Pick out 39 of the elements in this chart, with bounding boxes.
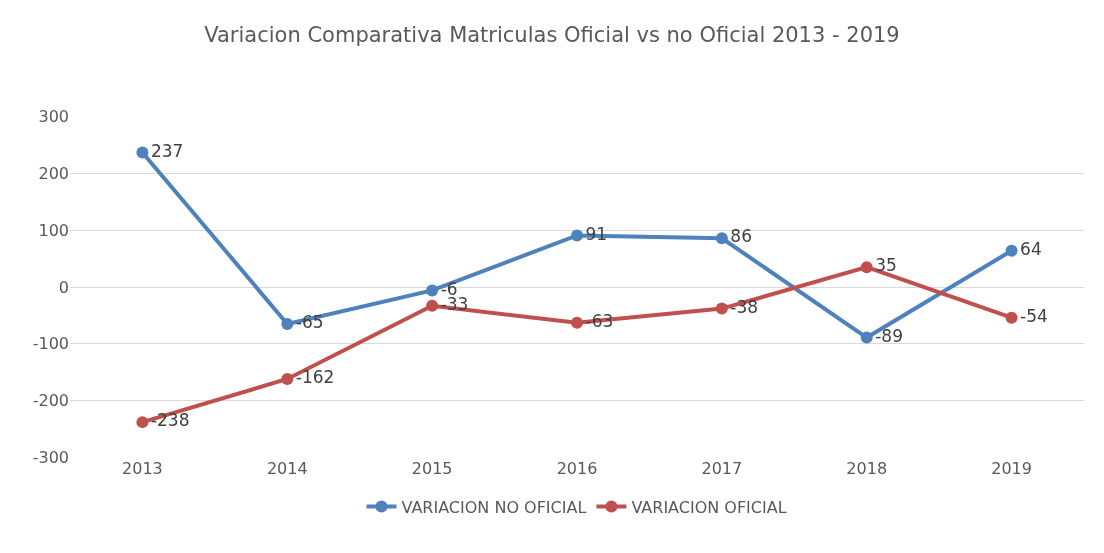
point xyxy=(571,316,583,329)
data-label: -54 xyxy=(1020,305,1048,326)
data-label: 86 xyxy=(730,226,752,247)
point xyxy=(281,317,294,330)
point xyxy=(1005,244,1018,257)
y-tick-label: -300 xyxy=(32,447,69,467)
point xyxy=(571,229,583,242)
legend-label: VARIACION OFICIAL xyxy=(631,497,787,517)
data-label: 64 xyxy=(1020,238,1042,259)
point xyxy=(136,416,149,429)
y-tick-label: 100 xyxy=(38,220,69,240)
data-label: -162 xyxy=(295,367,335,388)
y-tick-label: -200 xyxy=(32,391,69,411)
x-tick-label: 2015 xyxy=(411,459,453,479)
point xyxy=(715,302,728,315)
point xyxy=(281,372,294,385)
point xyxy=(426,284,439,297)
chart-title: Variacion Comparativa Matriculas Oficial vs no Oficial 2013 - 2019 xyxy=(204,23,900,48)
point xyxy=(136,146,149,159)
point xyxy=(426,299,439,312)
point xyxy=(715,232,728,245)
x-tick-label: 2018 xyxy=(846,459,888,479)
y-tick-label: -100 xyxy=(32,334,69,354)
data-label: 35 xyxy=(875,255,897,276)
y-tick-label: 300 xyxy=(38,107,69,127)
y-tick-label: 0 xyxy=(58,277,69,297)
x-tick-label: 2014 xyxy=(266,459,308,479)
legend-label: VARIACION NO OFICIAL xyxy=(401,497,587,517)
data-label: 237 xyxy=(150,140,184,161)
data-label: -238 xyxy=(150,410,190,431)
data-label: -89 xyxy=(875,325,903,346)
point xyxy=(1005,311,1018,324)
x-tick-label: 2019 xyxy=(991,459,1032,479)
point xyxy=(860,261,873,274)
point xyxy=(860,331,873,344)
x-tick-label: 2017 xyxy=(701,459,743,479)
x-tick-label: 2016 xyxy=(556,459,598,479)
y-tick-label: 200 xyxy=(38,164,69,184)
x-tick-label: 2013 xyxy=(122,459,163,479)
